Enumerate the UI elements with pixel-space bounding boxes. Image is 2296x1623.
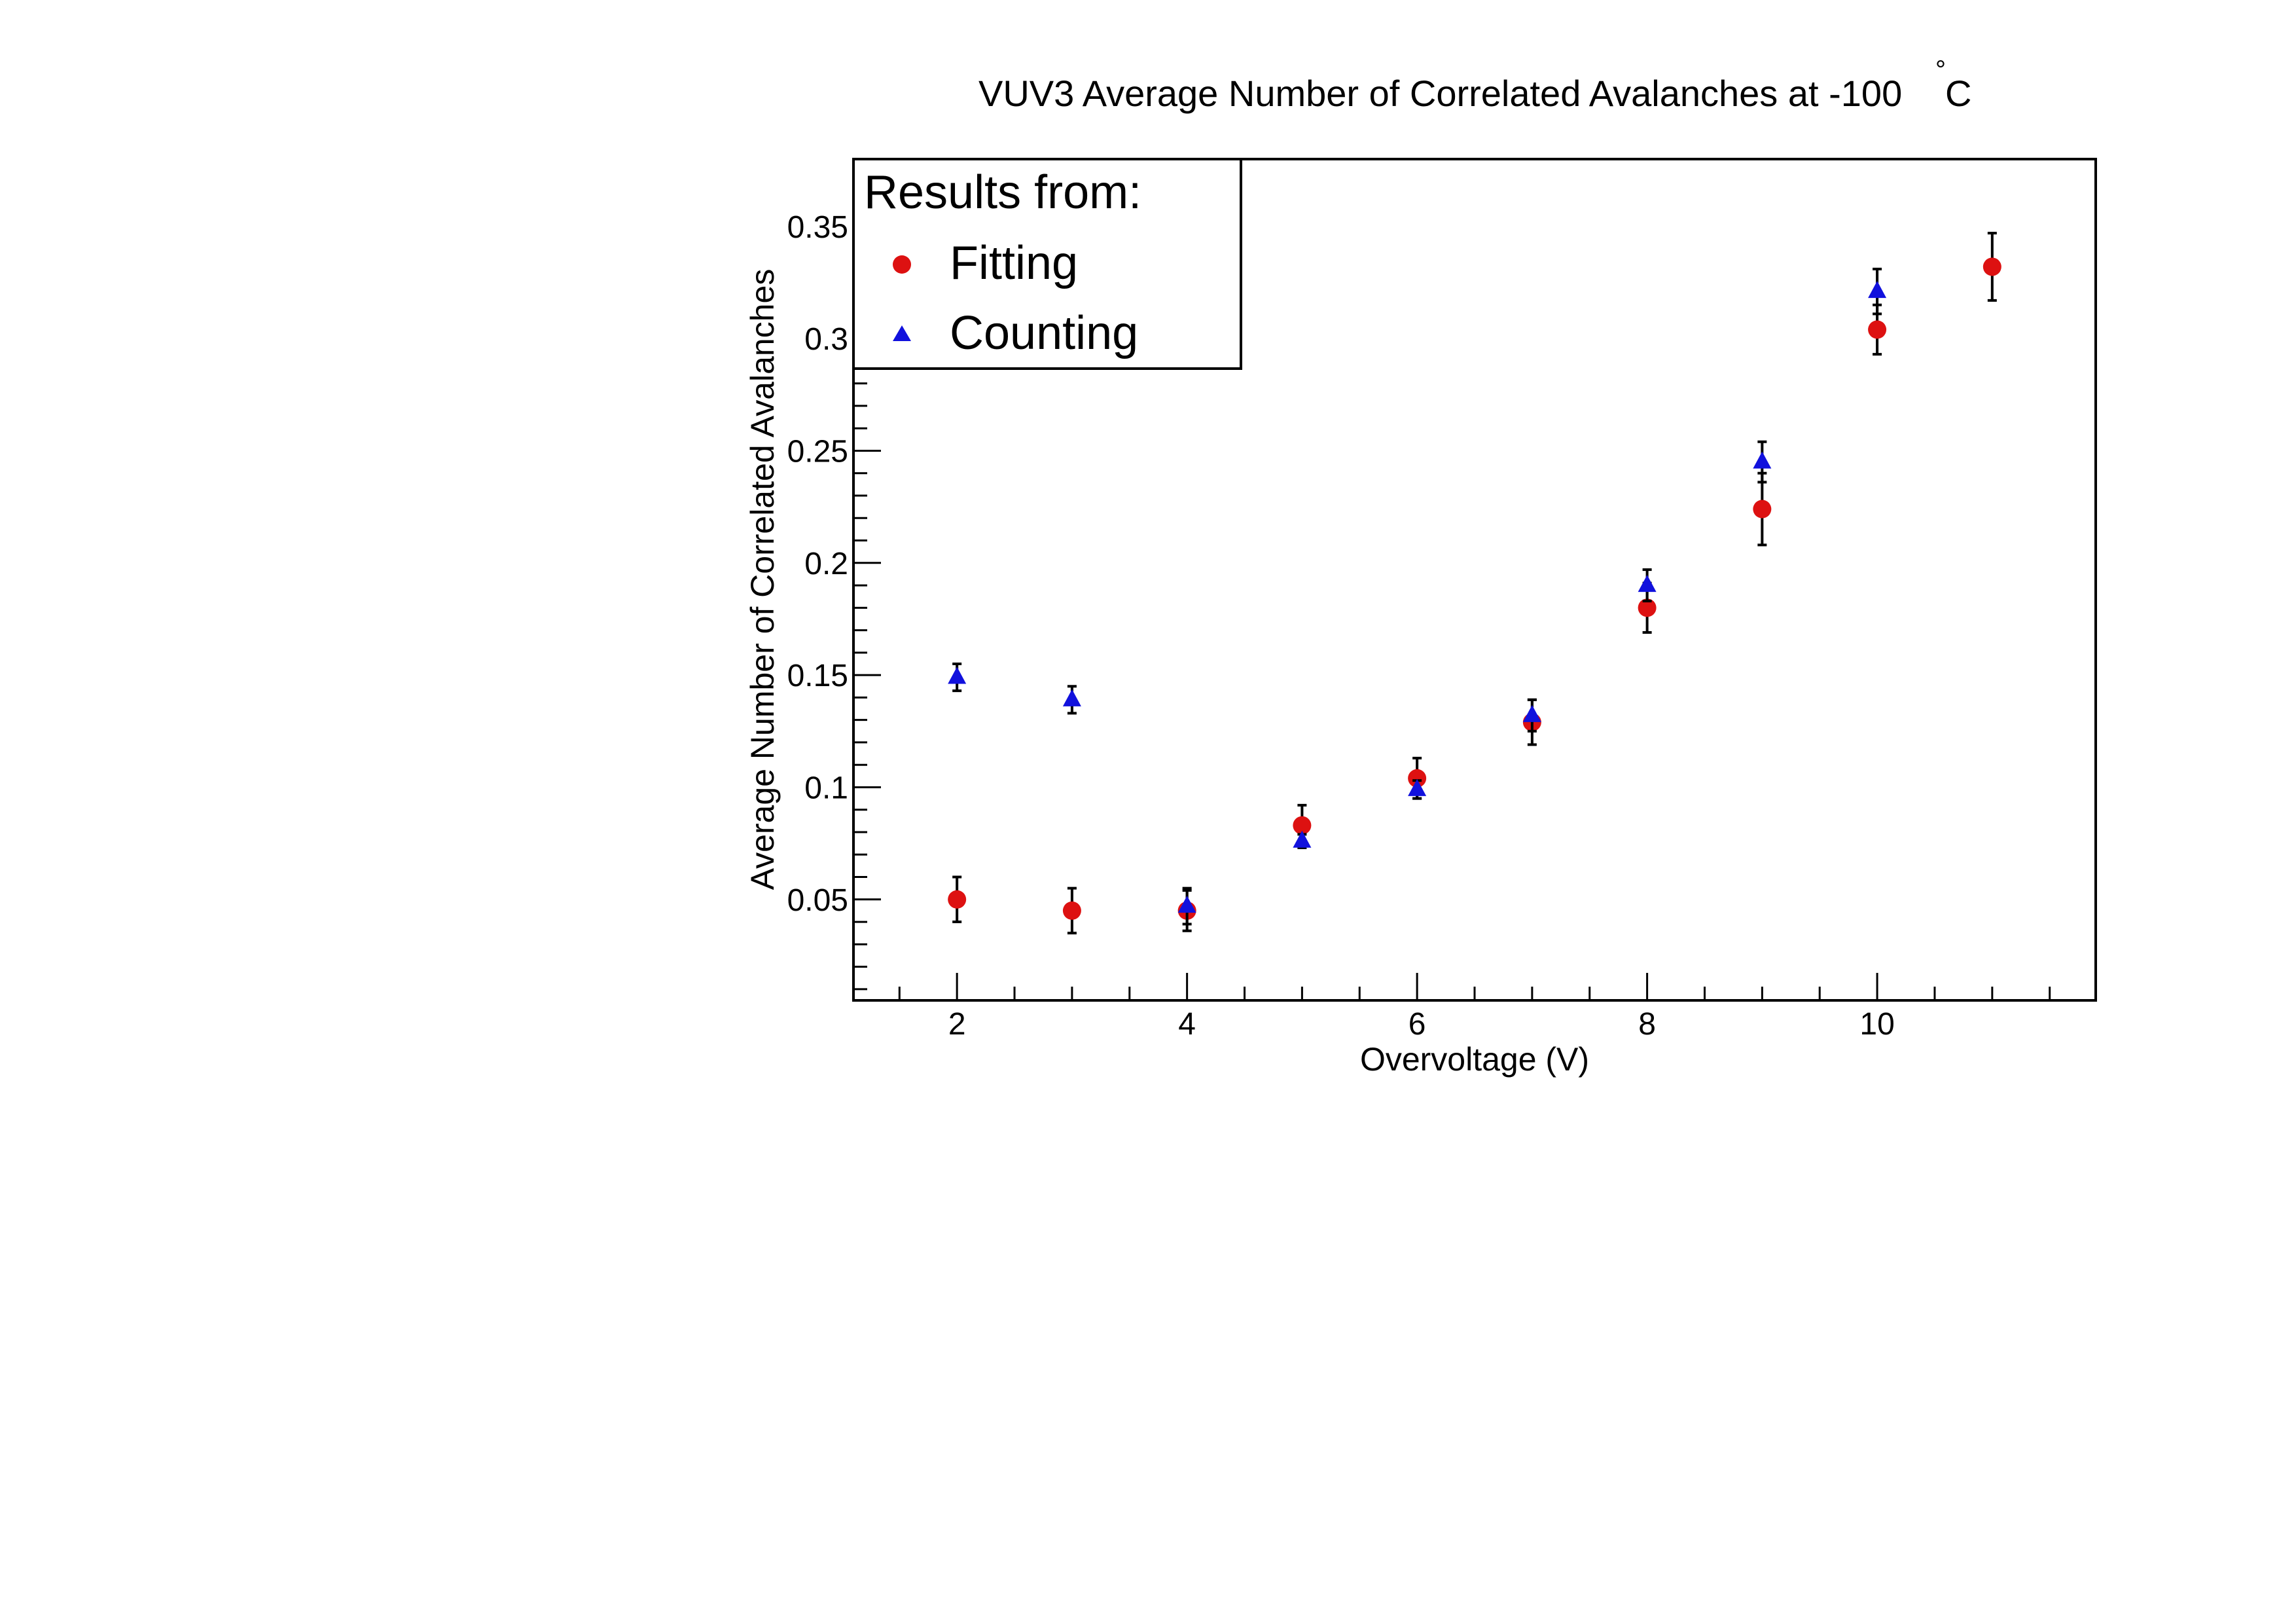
chart-title-degree: ° (1935, 56, 1946, 84)
x-axis-title: Overvoltage (V) (1360, 1041, 1589, 1078)
data-point-counting (1062, 689, 1081, 706)
chart-title-text: VUV3 Average Number of Correlated Avalan… (978, 73, 1902, 114)
y-tick-label: 0.05 (787, 883, 848, 918)
legend-label-fitting: Fitting (950, 237, 1078, 289)
data-point-fitting (1293, 816, 1312, 835)
x-axis: 2 4 6 8 10 (898, 973, 2051, 1042)
y-tick-label: 0.2 (804, 547, 848, 581)
data-point-counting (1522, 704, 1541, 722)
data-point-counting (1293, 830, 1312, 848)
data-point-counting (1868, 281, 1887, 299)
y-axis: 0.05 0.1 0.15 0.2 0.25 0.3 0.35 (787, 158, 881, 991)
y-tick-label: 0.1 (804, 771, 848, 805)
x-tick-label: 10 (1859, 1007, 1894, 1042)
x-tick-label: 2 (948, 1007, 966, 1042)
data-point-counting (1638, 575, 1657, 593)
legend-circle-marker (893, 255, 911, 274)
data-point-fitting (1982, 257, 2001, 276)
legend-box (852, 158, 1242, 370)
data-point-counting (948, 666, 967, 684)
chart-title: VUV3 Average Number of Correlated Avalan… (978, 56, 1971, 114)
legend-label-counting: Counting (950, 307, 1138, 359)
data-point-counting (1177, 896, 1196, 913)
data-point-counting (1408, 778, 1427, 796)
legend-header: Results from: (864, 166, 1141, 219)
x-tick-label: 4 (1178, 1007, 1196, 1042)
y-tick-label: 0.35 (787, 210, 848, 245)
data-point-fitting (1408, 769, 1427, 788)
data-point-fitting (948, 890, 967, 909)
data-point-counting (1753, 451, 1772, 469)
data-point-fitting (1753, 500, 1772, 519)
x-tick-label: 8 (1638, 1007, 1656, 1042)
data-series (948, 232, 2001, 935)
legend-triangle-marker (893, 325, 911, 341)
series-counting (948, 267, 1887, 926)
x-tick-label: 6 (1408, 1007, 1426, 1042)
legend: Results from: Fitting Counting (852, 158, 1242, 370)
y-tick-label: 0.25 (787, 434, 848, 469)
legend-item-fitting: Fitting (893, 237, 1078, 289)
y-axis-title: Average Number of Correlated Avalanches (744, 269, 781, 890)
data-point-fitting (1868, 320, 1887, 339)
y-tick-label: 0.3 (804, 322, 848, 357)
data-point-fitting (1062, 901, 1081, 920)
y-tick-label: 0.15 (787, 659, 848, 693)
chart-title-suffix: C (1945, 73, 1971, 114)
data-point-fitting (1638, 598, 1657, 617)
legend-item-counting: Counting (893, 307, 1138, 359)
